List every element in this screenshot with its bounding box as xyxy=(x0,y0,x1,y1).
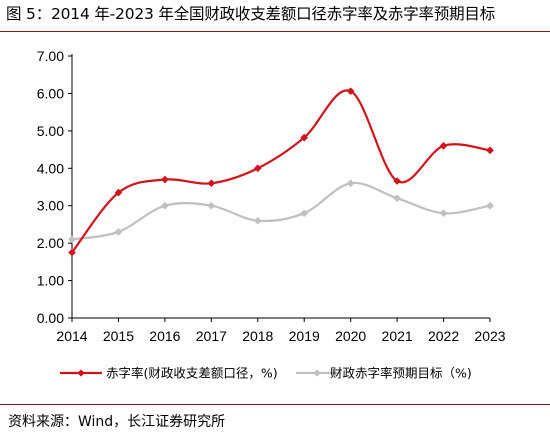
y-tick-label: 1.00 xyxy=(37,273,64,289)
data-point xyxy=(253,216,262,225)
y-tick-label: 2.00 xyxy=(37,235,64,251)
chart-axes: 0.00 1.00 2.00 3.00 4.00 5.00 6.00 7.00 2014 2015… xyxy=(37,48,506,344)
line-chart: 0.00 1.00 2.00 3.00 4.00 5.00 6.00 7.00 2014 2015… xyxy=(37,48,506,381)
legend-label: 财政赤字率预期目标（%) xyxy=(330,366,472,381)
y-tick-label: 4.00 xyxy=(37,160,64,176)
data-point xyxy=(68,248,76,257)
data-point xyxy=(114,188,123,197)
data-point xyxy=(300,209,309,218)
data-point xyxy=(253,164,262,173)
series-2 xyxy=(68,179,494,244)
footer-divider xyxy=(0,404,550,405)
data-point xyxy=(486,201,494,210)
chart-series xyxy=(68,87,494,257)
title-divider xyxy=(0,31,550,32)
legend-swatch-marker xyxy=(77,369,85,377)
data-point xyxy=(160,175,169,184)
x-tick-label: 2020 xyxy=(335,328,366,344)
data-point xyxy=(439,141,448,150)
legend-label: 赤字率(财政收支差额口径，%) xyxy=(106,366,278,381)
x-tick-label: 2021 xyxy=(382,328,413,344)
x-tick-label: 2014 xyxy=(56,328,87,344)
x-tick-label: 2023 xyxy=(474,328,505,344)
x-tick-label: 2018 xyxy=(242,328,273,344)
chart-legend: 赤字率(财政收支差额口径，%) 财政赤字率预期目标（%) xyxy=(60,366,472,381)
data-point xyxy=(68,235,76,244)
data-point xyxy=(393,177,402,185)
series-1 xyxy=(68,87,494,257)
y-tick-label: 5.00 xyxy=(37,123,64,139)
series-line xyxy=(71,89,491,254)
chart-title: 图 5：2014 年-2023 年全国财政收支差额口径赤字率及赤字率预期目标 xyxy=(6,5,496,23)
y-tick-label: 6.00 xyxy=(37,85,64,101)
legend-swatch-marker xyxy=(313,369,321,377)
x-tick-label: 2022 xyxy=(428,328,459,344)
data-point xyxy=(114,227,123,236)
data-point xyxy=(346,87,355,96)
x-tick-label: 2019 xyxy=(289,328,320,344)
data-point xyxy=(207,179,216,188)
series-line xyxy=(71,181,491,241)
source-note: 资料来源：Wind，长江证券研究所 xyxy=(8,414,226,430)
y-tick-label: 7.00 xyxy=(37,48,64,64)
data-point xyxy=(207,201,216,210)
y-tick-label: 0.00 xyxy=(37,310,64,326)
data-point xyxy=(439,209,448,218)
data-point xyxy=(160,201,169,210)
y-tick-label: 3.00 xyxy=(37,198,64,214)
legend-item-1: 赤字率(财政收支差额口径，%) xyxy=(60,366,278,381)
legend-item-2: 财政赤字率预期目标（%) xyxy=(296,366,472,381)
x-tick-label: 2015 xyxy=(103,328,134,344)
data-point xyxy=(300,133,309,142)
data-point xyxy=(486,146,494,155)
x-tick-label: 2016 xyxy=(149,328,180,344)
data-point xyxy=(393,194,402,203)
x-tick-label: 2017 xyxy=(196,328,227,344)
data-point xyxy=(346,179,355,188)
